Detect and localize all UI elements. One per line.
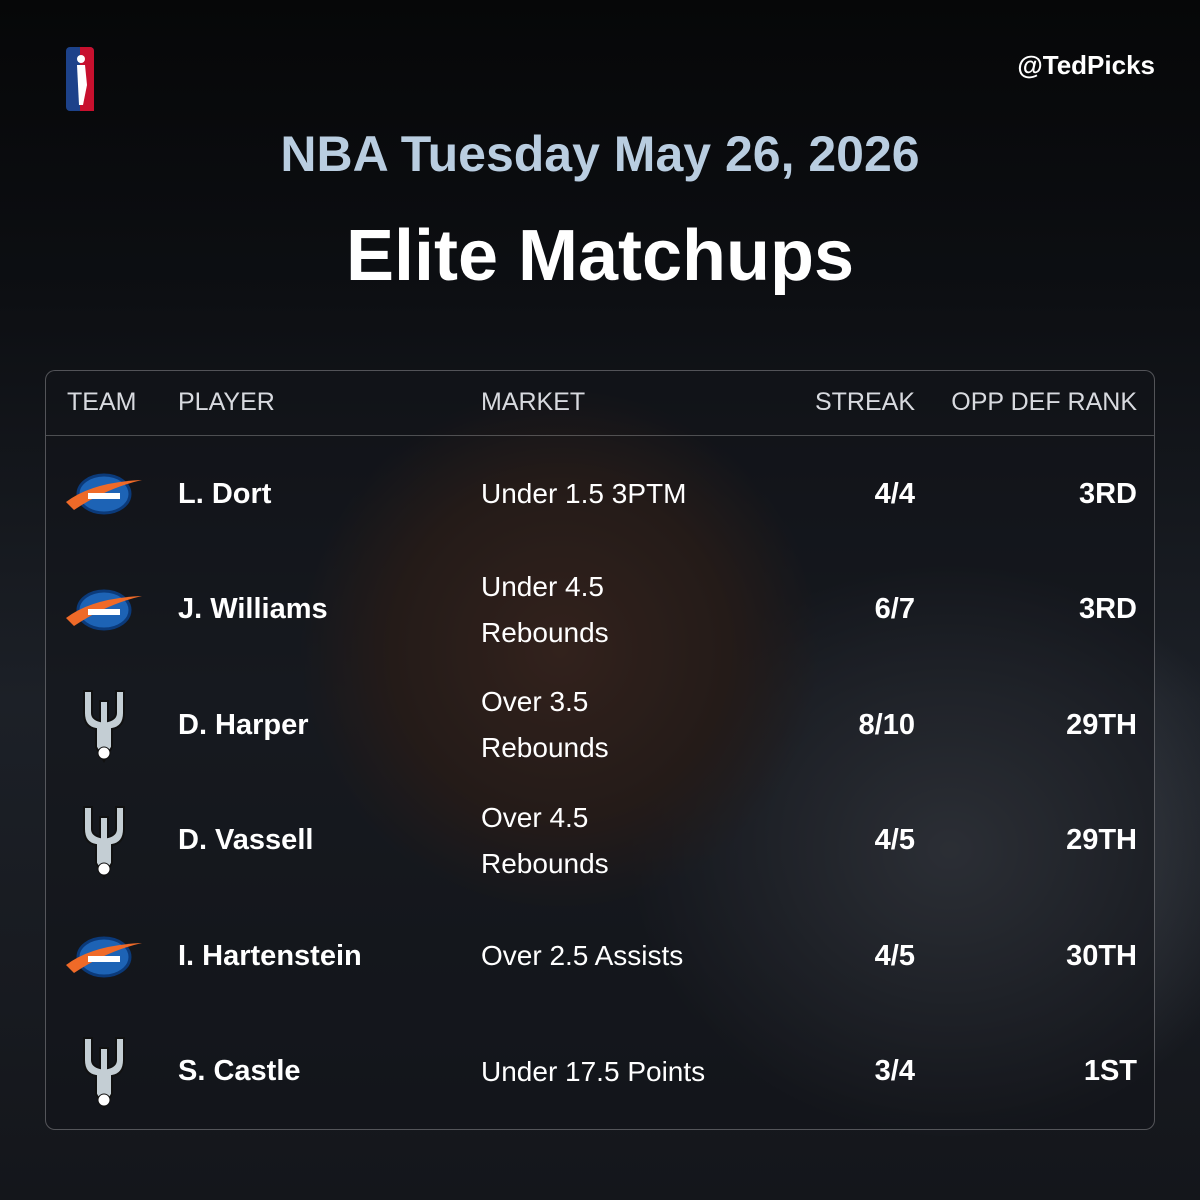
market: Under 1.5 3PTM [481,436,686,552]
market: Over 4.5 Rebounds [481,783,609,899]
column-header: PLAYER [178,388,275,416]
opp-def-rank: 30TH [1066,939,1137,972]
divider [46,435,1154,436]
market: Under 17.5 Points [481,1014,705,1130]
opp-def-rank: 3RD [1078,477,1137,510]
column-header: STREAK [814,388,915,416]
player: L. Dort [178,477,272,510]
market-line: Over 3.5 [481,686,589,717]
market-line: Over 2.5 Assists [481,940,684,971]
opp-def-rank: 3RD [1078,593,1137,625]
team-logo [62,799,146,883]
streak: 3/4 [874,1055,915,1087]
nba-logo [66,47,94,111]
market-line: Rebounds [481,847,609,879]
market-line: Over 4.5 [481,801,589,833]
market: Under 4.5 Rebounds [481,552,609,668]
title: Elite Matchups [345,216,855,296]
player: D. Vassell [178,824,314,856]
market-line: Rebounds [481,732,609,763]
market: Over 2.5 Assists [481,898,683,1014]
streak: 4/4 [874,477,915,510]
player: I. Hartenstein [178,939,362,972]
subtitle: NBA Tuesday May 26, 2026 [280,126,920,182]
streak: 4/5 [874,824,915,856]
column-header: OPP DEF RANK [951,388,1137,416]
streak: 6/7 [874,593,915,625]
player: S. Castle [178,1055,301,1087]
streak: 4/5 [874,939,915,972]
team-logo [62,915,146,999]
player: J. Williams [178,593,328,625]
market-line: Under 4.5 [481,570,604,602]
market-line: Under 1.5 3PTM [481,478,687,509]
market: Over 3.5 Rebounds [481,667,609,783]
player: D. Harper [178,708,309,741]
streak: 8/10 [858,708,915,741]
team-logo [62,1030,146,1114]
team-logo [62,568,146,652]
table [45,370,1155,1130]
opp-def-rank: 29TH [1066,824,1137,856]
market-line: Rebounds [481,616,609,648]
team-logo [62,683,146,767]
column-header: TEAM [67,388,137,416]
handle: @TedPicks [1017,50,1155,80]
opp-def-rank: 29TH [1066,708,1137,741]
team-logo [62,452,146,536]
opp-def-rank: 1ST [1083,1055,1137,1087]
column-header: MARKET [481,388,586,416]
market-line: Under 17.5 Points [481,1055,706,1087]
